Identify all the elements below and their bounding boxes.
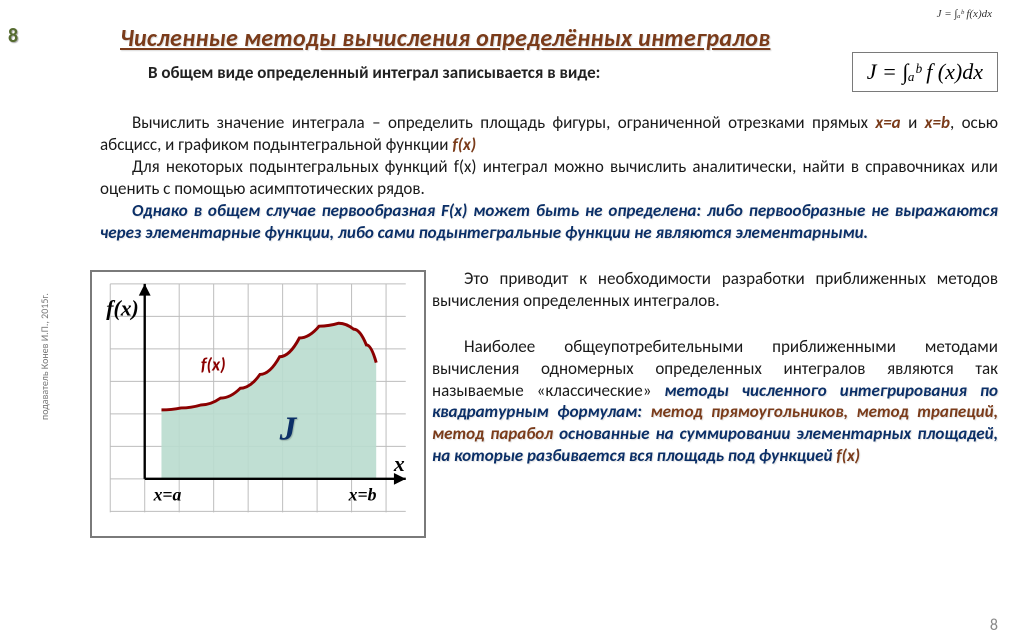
x-axis-label: x	[393, 452, 405, 476]
p1-b: и	[901, 112, 925, 133]
integral-chart: f(x) x f(x) J x=a x=b	[90, 270, 426, 538]
paragraph-3: Однако в общем случае первообразная F(x)…	[100, 200, 998, 244]
paragraph-5: Наиболее общеупотребительными приближенн…	[432, 336, 998, 467]
chart-svg: f(x) x f(x) J x=a x=b	[92, 272, 424, 536]
formula-box-text: J = ∫ₐᵇ f (x)dx	[867, 59, 983, 84]
left-rail-credit: подаватель Конев И.П., 2015г.	[38, 293, 51, 420]
paragraph-1: Вычислить значение интеграла – определит…	[100, 112, 998, 156]
xb-label: x=b	[348, 485, 377, 505]
y-axis-label: f(x)	[106, 296, 138, 320]
xa-label: x=a	[153, 485, 182, 505]
curve-area	[161, 323, 376, 479]
page-title: Численные методы вычисления определённых…	[120, 24, 770, 53]
formula-box: J = ∫ₐᵇ f (x)dx	[852, 52, 998, 92]
p1-xa: x=a	[875, 112, 900, 133]
p5-e: f(x)	[836, 445, 860, 466]
paragraph-4: Это приводит к необходимости разработки …	[432, 268, 998, 312]
page-number-top: 8	[8, 24, 18, 48]
p1-fx: f(x)	[452, 134, 476, 155]
intro-line: В общем виде определенный интеграл запис…	[148, 62, 848, 83]
p1-xb: x=b	[925, 112, 950, 133]
page-number-bottom: 8	[990, 616, 998, 635]
paragraph-2: Для некоторых подынтегральных функций f(…	[100, 156, 998, 200]
curve-label: f(x)	[201, 354, 226, 376]
p1-a: Вычислить значение интеграла – определит…	[132, 112, 875, 133]
j-label: J	[279, 410, 298, 447]
formula-tiny: J = ∫ₐᵇ f(x)dx	[937, 8, 992, 20]
y-axis-arrow	[139, 284, 151, 296]
